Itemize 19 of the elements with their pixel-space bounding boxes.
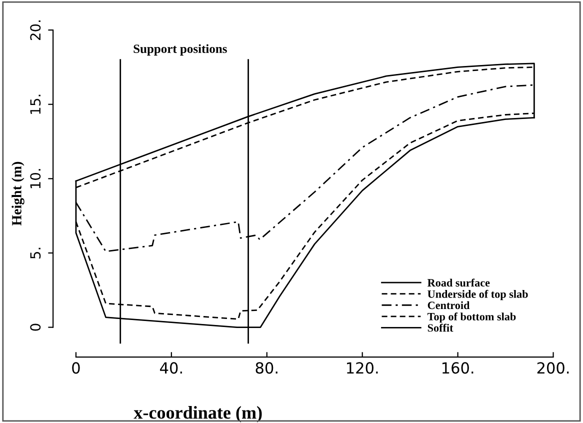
x-axis-title: x-coordinate (m) xyxy=(134,406,262,422)
legend-label: Soffit xyxy=(428,324,454,332)
x-tick-label: 160. xyxy=(442,362,474,374)
y-tick-label: 5. xyxy=(30,248,41,259)
y-tick-label: 0 xyxy=(30,324,41,331)
legend-label: Centroid xyxy=(428,301,470,310)
x-tick-label: 200. xyxy=(537,362,569,374)
annotation: Support positions xyxy=(134,44,227,56)
x-tick-label: 80. xyxy=(256,362,278,374)
y-tick-label: 20. xyxy=(30,20,41,40)
legend-label: Road surface xyxy=(428,278,490,287)
x-tick-label: 0 xyxy=(72,362,80,374)
legend-label: Top of bottom slab xyxy=(427,312,516,323)
y-axis-title: Height (m) xyxy=(12,162,24,226)
y-tick-label: 15. xyxy=(30,94,41,114)
y-tick-label: 10. xyxy=(30,169,41,188)
x-tick-label: 40. xyxy=(160,362,182,374)
x-tick-label: 120. xyxy=(347,362,378,374)
legend-label: Underside of top slab xyxy=(428,290,528,300)
